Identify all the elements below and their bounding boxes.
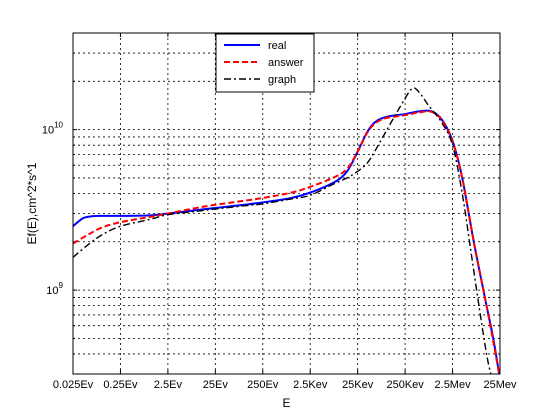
grid-layer (73, 33, 500, 374)
series-layer (73, 87, 500, 374)
legend-label-real: real (268, 40, 286, 52)
legend-label-graph: graph (268, 74, 296, 86)
axes-frame (72, 32, 501, 375)
series-line-graph (73, 87, 492, 374)
series-line-real (73, 109, 500, 374)
x-tick-label: 25Ev (203, 379, 229, 391)
x-tick-label: 250Kev (386, 379, 424, 391)
x-axis-label: E (282, 396, 290, 410)
x-tick-labels: 0.025Ev 0.25Ev 2.5Ev 25Ev 250Ev 2.5Kev 25Kev 25… (53, 379, 517, 391)
y-axis-label: Ef(E),cm^2*s^1 (25, 162, 39, 244)
legend: real answer graph (215, 33, 315, 93)
x-tick-label: 25Kev (342, 379, 374, 391)
y-tick-label: 109 (46, 281, 63, 297)
y-tick-label: 1010 (42, 121, 64, 137)
y-tick-labels: 109 1010 (42, 121, 64, 297)
legend-label-answer: answer (268, 57, 304, 69)
legend-box (215, 33, 315, 93)
series-line-answer (73, 110, 500, 374)
x-tick-label: 25Mev (483, 379, 517, 391)
x-tick-label: 2.5Kev (293, 379, 328, 391)
x-tick-label: 2.5Ev (154, 379, 183, 391)
x-tick-label: 0.025Ev (53, 379, 94, 391)
x-tick-label: 250Ev (247, 379, 279, 391)
x-tick-label: 2.5Mev (435, 379, 472, 391)
x-tick-label: 0.25Ev (103, 379, 138, 391)
